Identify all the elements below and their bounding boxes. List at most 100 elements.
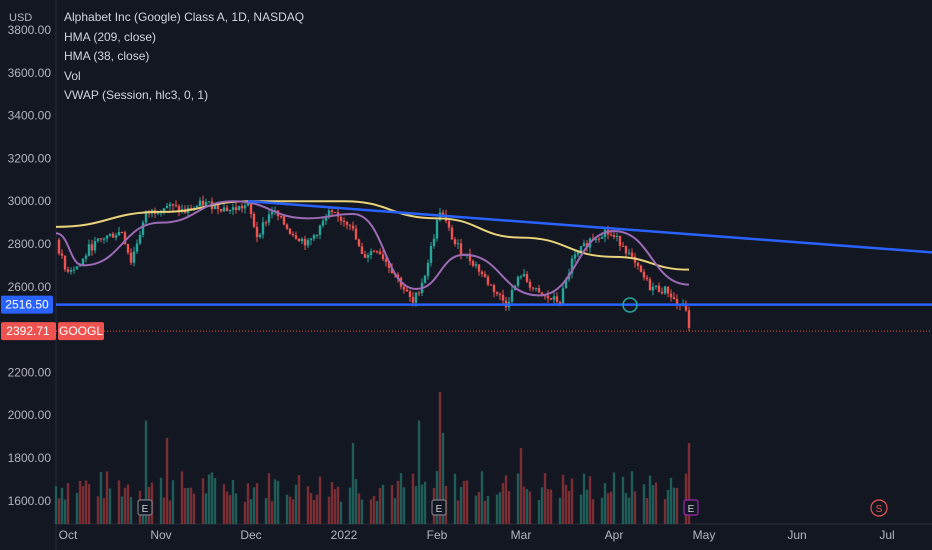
- volume-bar: [462, 480, 466, 524]
- volume-bar: [267, 473, 271, 524]
- volume-bar: [144, 420, 148, 524]
- candle-body: [582, 243, 586, 247]
- candle-body: [333, 212, 337, 214]
- candle-body: [87, 244, 91, 256]
- candle-body: [396, 274, 400, 278]
- candle-body: [561, 288, 565, 305]
- volume-bar: [606, 493, 610, 524]
- volume-bar: [564, 484, 568, 524]
- x-tick-label: Oct: [59, 528, 78, 542]
- legend-hma38[interactable]: HMA (38, close): [64, 49, 150, 63]
- candle-body: [219, 209, 223, 212]
- volume-bar: [549, 489, 553, 524]
- candle-body: [375, 251, 379, 253]
- volume-bar: [306, 486, 310, 524]
- candle-body: [639, 265, 643, 272]
- volume-bar: [54, 486, 58, 524]
- candle-body: [615, 235, 619, 237]
- volume-bar: [438, 392, 442, 524]
- y-axis: 3800.00 3600.00 3400.00 3200.00 3000.00 2800.…: [8, 23, 52, 508]
- candle-body: [201, 200, 205, 206]
- split-marker-label: S: [876, 504, 883, 515]
- legend-symbol-title[interactable]: Alphabet Inc (Google) Class A, 1D, NASDA…: [64, 10, 305, 24]
- candle-body: [216, 204, 220, 210]
- candle-body: [381, 254, 385, 260]
- x-tick-label: Jul: [879, 528, 894, 542]
- candle-body: [351, 225, 355, 229]
- volume-bar: [228, 495, 232, 524]
- candle-body: [579, 246, 583, 252]
- candle-body: [111, 233, 115, 238]
- volume-bar: [588, 476, 592, 524]
- candle-body: [492, 285, 496, 293]
- candle-body: [663, 286, 667, 294]
- candle-body: [321, 220, 325, 226]
- candle-body: [225, 207, 229, 212]
- volume-bar: [357, 493, 361, 524]
- volume-bar: [123, 487, 127, 524]
- volume-bar: [297, 475, 301, 524]
- candle-body: [228, 209, 232, 212]
- volume-bar: [381, 484, 385, 524]
- volume-bar: [495, 494, 499, 524]
- volume-bar: [600, 497, 604, 524]
- volume-bar: [684, 473, 688, 524]
- volume-bar: [558, 497, 562, 524]
- volume-bar: [642, 484, 646, 524]
- candle-body: [417, 292, 421, 294]
- candle-body: [555, 296, 559, 302]
- candle-body: [174, 205, 178, 207]
- candle-body: [597, 238, 601, 240]
- volume-bar: [567, 490, 571, 524]
- legend-hma209[interactable]: HMA (209, close): [64, 29, 157, 44]
- candle-body: [198, 200, 202, 207]
- candle-body: [642, 271, 646, 278]
- candle-body: [687, 310, 691, 328]
- candle-body: [447, 221, 451, 228]
- volume-bar: [81, 486, 85, 524]
- volume-bar: [675, 487, 679, 524]
- volume-bar: [465, 480, 469, 524]
- candle-body: [378, 251, 382, 255]
- candle-body: [414, 292, 418, 303]
- candle-body: [207, 201, 211, 203]
- volume-bar: [483, 500, 487, 524]
- candle-body: [252, 213, 256, 227]
- volume-bar: [225, 491, 229, 524]
- candle-body: [246, 202, 250, 206]
- volume-bar: [339, 501, 343, 524]
- candle-body: [459, 243, 463, 255]
- volume-bar: [543, 473, 547, 524]
- legend-vwap[interactable]: VWAP (Session, hlc3, 0, 1): [64, 88, 209, 102]
- candle-body: [621, 245, 625, 247]
- y-tick-label: 3800.00: [8, 23, 52, 37]
- candle-body: [105, 235, 109, 239]
- volume-bar: [117, 480, 121, 524]
- candle-body: [327, 210, 331, 217]
- earnings-marker-label: E: [688, 504, 695, 515]
- volume-bar: [507, 490, 511, 524]
- volume-bar: [624, 493, 628, 524]
- currency-label: USD: [9, 12, 32, 24]
- split-marker-icon: [870, 499, 888, 517]
- volume-bar: [585, 489, 589, 524]
- candle-body: [114, 235, 118, 238]
- candle-body: [624, 246, 628, 254]
- volume-histogram: [54, 392, 691, 524]
- candle-body: [660, 291, 664, 294]
- candle-body: [357, 239, 361, 247]
- legend-volume[interactable]: Vol: [64, 68, 81, 83]
- candle-body: [657, 285, 661, 292]
- volume-bar: [192, 493, 196, 524]
- volume-bar: [87, 484, 91, 524]
- candle-body: [669, 293, 673, 298]
- ticker-tag: [58, 322, 104, 341]
- candle-body: [102, 238, 106, 240]
- volume-bar: [246, 483, 250, 524]
- candle-body: [267, 214, 271, 223]
- candle-body: [60, 253, 64, 256]
- candle-body: [66, 269, 70, 272]
